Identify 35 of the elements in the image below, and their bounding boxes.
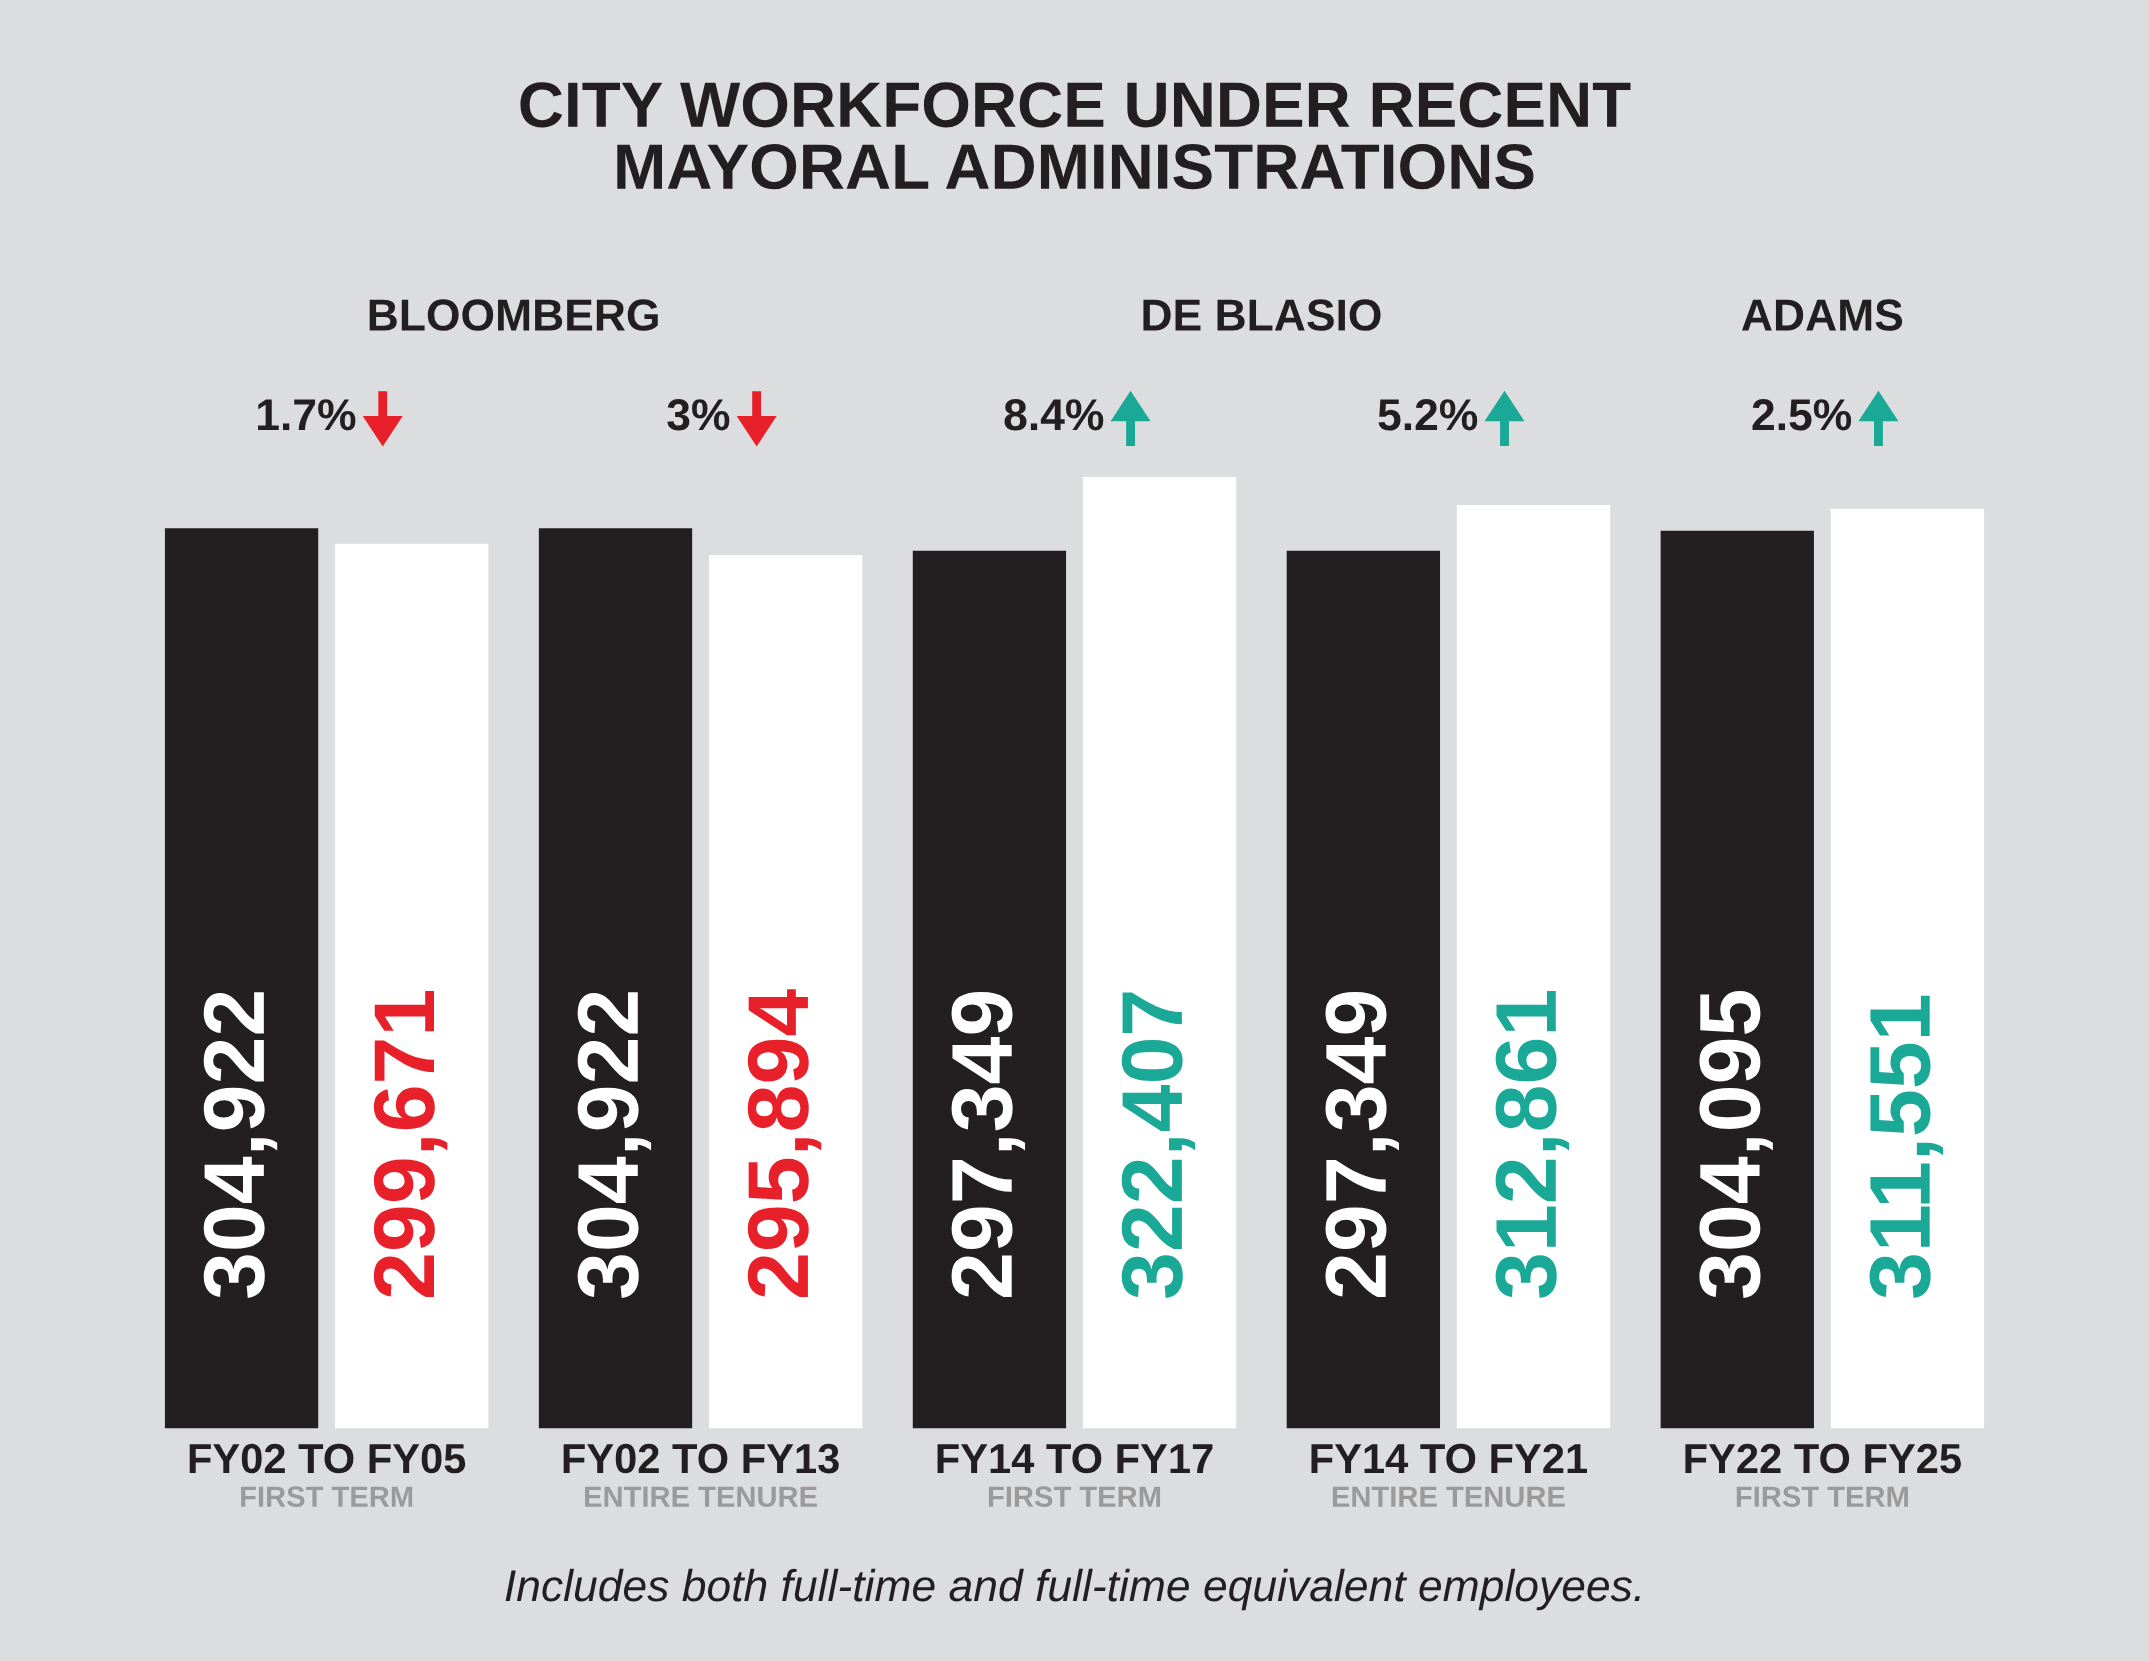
bar xyxy=(164,528,319,1429)
data-label: 297,349 xyxy=(1325,991,1399,1297)
data-label: 297,349 xyxy=(951,991,1026,1297)
bar xyxy=(1456,504,1611,1429)
text: 2.5% xyxy=(1752,399,1852,431)
text: Includes both full-time and full-time equivalent employees. xyxy=(505,1568,1640,1611)
x-tick-label: FY02 TO FY13 ENTIRE TENURE xyxy=(563,1443,839,1507)
bar xyxy=(708,554,863,1429)
text: DE BLASIO xyxy=(1143,299,1381,331)
text: BLOOMBERG xyxy=(369,299,658,331)
data-label: 304,922 xyxy=(203,992,278,1298)
bar xyxy=(1830,508,1985,1429)
text: ADAMS xyxy=(1741,299,1903,331)
text: 1.7% xyxy=(258,399,356,431)
bar xyxy=(1286,550,1441,1429)
data-label: 295,894 xyxy=(747,989,822,1297)
text: 3% xyxy=(667,399,730,431)
data-label: 304,922 xyxy=(577,992,652,1298)
data-label: 322,407 xyxy=(1121,992,1196,1298)
x-tick-label: FY02 TO FY05 FIRST TERM xyxy=(189,1443,466,1507)
data-label: 311,551 xyxy=(1869,995,1944,1298)
data-label: 299,671 xyxy=(373,991,448,1297)
data-label: 312,861 xyxy=(1495,991,1570,1298)
x-tick-label: FY14 TO FY21 ENTIRE TENURE xyxy=(1311,1443,1587,1507)
bar xyxy=(538,528,693,1429)
chart-title: CITY WORKFORCE UNDER RECENT MAYORAL ADMINISTRATIONS xyxy=(520,82,1631,190)
bar xyxy=(1082,476,1237,1429)
data-label: 304,095 xyxy=(1699,991,1773,1298)
text: 5.2% xyxy=(1378,399,1478,431)
x-tick-label: FY14 TO FY17 FIRST TERM xyxy=(937,1443,1213,1507)
x-tick-label: FY22 TO FY25 FIRST TERM xyxy=(1685,1443,1961,1507)
bar xyxy=(335,543,489,1429)
bar xyxy=(1660,530,1814,1429)
bar xyxy=(912,550,1067,1429)
text: 8.4% xyxy=(1004,399,1104,431)
